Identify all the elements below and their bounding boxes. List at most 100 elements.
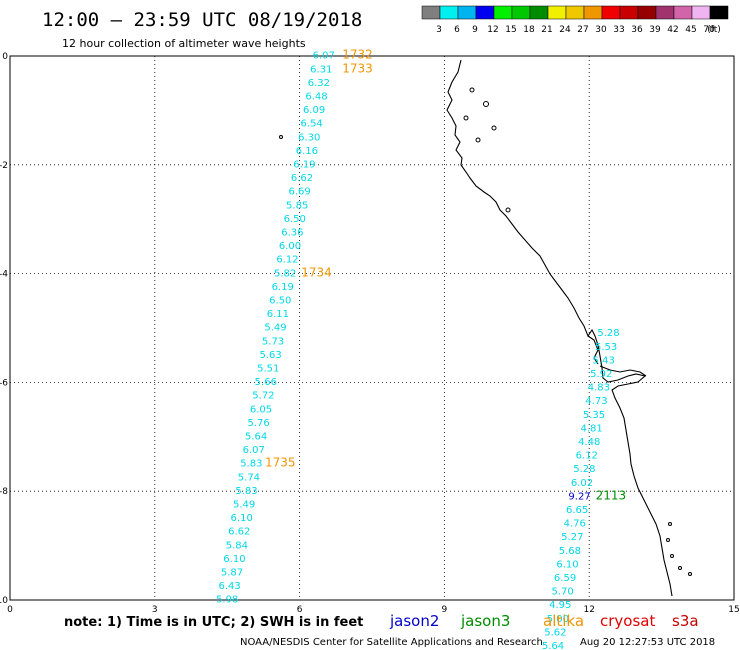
swh-value: 6.19 bbox=[272, 282, 294, 293]
legend-label: 6 bbox=[454, 25, 460, 35]
swh-value: 4.73 bbox=[585, 396, 607, 407]
swh-value: 6.32 bbox=[308, 78, 330, 89]
legend-swatch bbox=[529, 5, 549, 20]
swh-value: 5.28 bbox=[573, 464, 595, 475]
swh-value: 6.62 bbox=[291, 173, 313, 184]
swh-value: 5.82 bbox=[274, 268, 296, 279]
coastline bbox=[446, 59, 673, 597]
wave-height-tracks: 6.07 6.31 6.32 6.48 6.09 6.54 6.30 6.16 6.19 6.62… bbox=[216, 51, 620, 650]
swh-value: 5.73 bbox=[262, 336, 284, 347]
swh-value: 4.76 bbox=[564, 519, 586, 530]
legend-label: 3 bbox=[436, 25, 442, 35]
legend-label: 70 bbox=[703, 25, 715, 35]
island bbox=[688, 572, 692, 576]
track-west: 6.07 6.31 6.32 6.48 6.09 6.54 6.30 6.16 6.19 6.62… bbox=[216, 51, 335, 606]
satellite-s3a: s3a bbox=[672, 612, 699, 630]
legend-swatch bbox=[691, 5, 711, 20]
swh-value: 4.95 bbox=[549, 600, 571, 611]
swh-value: 6.00 bbox=[279, 241, 301, 252]
legend-swatch bbox=[439, 5, 459, 20]
satellite-legend: jason2 jason3 altika cryosat s3a bbox=[389, 612, 699, 630]
y-tick-label: -10 bbox=[0, 596, 8, 606]
axis-ticks: 0 3 6 9 12 15 0 -2 -4 -6 -8 -10 bbox=[0, 52, 740, 615]
island bbox=[505, 207, 511, 213]
legend-swatch bbox=[655, 5, 675, 20]
x-tick-label: 12 bbox=[583, 605, 594, 615]
legend-label: 42 bbox=[667, 25, 678, 35]
x-tick-label: 0 bbox=[7, 605, 13, 615]
swh-value: 6.19 bbox=[293, 160, 315, 171]
bay-outline bbox=[587, 335, 599, 365]
swh-value: 6.30 bbox=[298, 132, 320, 143]
swh-value: 5.87 bbox=[221, 568, 243, 579]
swh-value: 5.51 bbox=[257, 364, 279, 375]
mainland-coast bbox=[446, 59, 673, 597]
legend-swatch bbox=[709, 5, 729, 20]
swh-value: 5.49 bbox=[264, 323, 286, 334]
grid-lines bbox=[10, 56, 734, 600]
swh-value: 6.43 bbox=[218, 581, 240, 592]
swh-value: 6.10 bbox=[556, 559, 578, 570]
island bbox=[668, 522, 672, 526]
legend-label: 33 bbox=[613, 25, 624, 35]
legend-label: 15 bbox=[505, 25, 516, 35]
map-subtitle: 12 hour collection of altimeter wave hei… bbox=[62, 37, 306, 50]
swh-value: 5.85 bbox=[286, 200, 308, 211]
legend-label: 24 bbox=[559, 25, 571, 35]
swh-value: 5.62 bbox=[544, 627, 566, 638]
time-label: 1735 bbox=[265, 456, 296, 470]
satellite-cryosat: cryosat bbox=[600, 612, 655, 630]
legend-swatch bbox=[565, 5, 585, 20]
island bbox=[483, 101, 489, 107]
track-east: 5.28 5.53 5.43 5.92 4.83 4.73 5.35 4.81 4.48 6.12… bbox=[542, 328, 620, 650]
island bbox=[279, 135, 283, 139]
legend-swatch bbox=[601, 5, 621, 20]
legend-unit: (ft) bbox=[707, 25, 721, 35]
legend-label: 36 bbox=[631, 25, 643, 35]
time-labels: 173217331734173521132112 bbox=[265, 48, 627, 503]
legend-swatch bbox=[475, 5, 495, 20]
y-tick-label: -4 bbox=[0, 270, 8, 280]
swh-value: 5.72 bbox=[252, 391, 274, 402]
legend-swatch bbox=[457, 5, 477, 20]
legend-swatch bbox=[421, 5, 441, 20]
color-legend: 3 6 9 12 15 18 21 24 27 30 33 36 39 42 45 70(ft) bbox=[421, 5, 729, 35]
peninsula-coast bbox=[599, 365, 647, 377]
time-label: 1733 bbox=[342, 61, 373, 75]
swh-value: 6.09 bbox=[303, 105, 325, 116]
swh-value: 5.49 bbox=[233, 500, 255, 511]
legend-swatch bbox=[583, 5, 603, 20]
legend-label: 9 bbox=[472, 25, 478, 35]
swh-value: 6.65 bbox=[566, 505, 588, 516]
time-label: 2113 bbox=[596, 488, 627, 502]
swh-value: 5.83 bbox=[235, 486, 257, 497]
swh-value: 6.16 bbox=[296, 146, 318, 157]
legend-swatch bbox=[673, 5, 693, 20]
swh-value: 6.50 bbox=[284, 214, 306, 225]
legend-swatch bbox=[511, 5, 531, 20]
swh-value: 4.81 bbox=[580, 423, 602, 434]
x-tick-label: 15 bbox=[728, 605, 739, 615]
swh-value: 5.00 bbox=[547, 614, 569, 625]
swh-value: 6.07 bbox=[243, 445, 265, 456]
swh-value: 6.12 bbox=[576, 451, 598, 462]
y-tick-label: 0 bbox=[2, 52, 8, 62]
y-tick-label: -2 bbox=[0, 161, 8, 171]
plot-frame bbox=[9, 55, 735, 601]
swh-value: 6.07 bbox=[313, 51, 335, 62]
swh-value: 6.50 bbox=[269, 296, 291, 307]
swh-value: 5.84 bbox=[226, 540, 248, 551]
y-tick-label: -6 bbox=[0, 378, 8, 388]
swh-value: 5.27 bbox=[561, 532, 583, 543]
legend-label: 45 bbox=[685, 25, 696, 35]
time-label: 1732 bbox=[342, 48, 373, 62]
footer-timestamp: Aug 20 12:27:53 UTC 2018 bbox=[580, 637, 715, 648]
legend-label: 21 bbox=[541, 25, 552, 35]
legend-label: 12 bbox=[487, 25, 498, 35]
swh-value: 6.62 bbox=[228, 527, 250, 538]
x-tick-label: 6 bbox=[297, 605, 303, 615]
swh-value: 9.27 bbox=[568, 491, 590, 502]
swh-value: 5.98 bbox=[216, 595, 238, 606]
island bbox=[666, 538, 670, 542]
swh-value: 6.05 bbox=[250, 404, 272, 415]
